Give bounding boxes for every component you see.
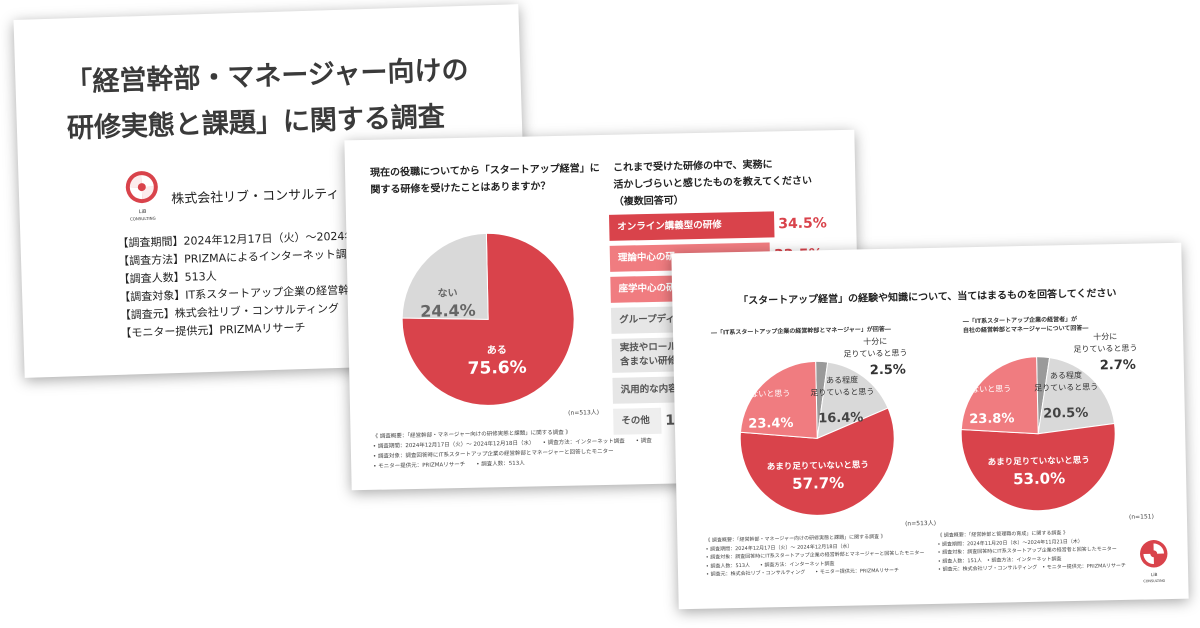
pie-pct-not-much: 57.7% bbox=[792, 474, 844, 493]
bar-label: 理論中心の研 bbox=[617, 251, 676, 264]
question-ineffective-training: これまで受けた研修の中で、実務に 活かしづらいと感じたものを教えてください （複… bbox=[613, 155, 854, 211]
manager-self-assessment-pie-chart: あまり足りていないと思う 57.7% 23.4% 16.4% bbox=[739, 360, 895, 516]
training-experience-slide: 現在の役職についてから「スタートアップ経営」に 関する研修を受けたことはあります… bbox=[344, 129, 862, 491]
right-respondent-note: ―「IT系スタートアップ企業の経営者」が 自社の経営幹部とマネージャーについて回… bbox=[963, 315, 1089, 336]
company-name: 株式会社リブ・コンサルティ bbox=[170, 186, 340, 208]
right-sample-size: (n=151) bbox=[1128, 513, 1154, 521]
pie-slice-yes bbox=[401, 232, 575, 406]
pie-pct-some: 16.4% bbox=[818, 410, 863, 426]
label-line-2: 足りていないと思う bbox=[718, 388, 791, 400]
company-logo-icon: LiB CONSULTING bbox=[1140, 540, 1168, 583]
left-survey-notes: 《 調査概要：「経営幹部・マネージャー向けの研修実態と課題」に関する調査 》 •… bbox=[705, 532, 925, 579]
pie-pct-yes: 75.6% bbox=[468, 358, 527, 379]
pie-label-yes: ある bbox=[487, 343, 507, 356]
right-survey-notes: 《 調査概要：「経営幹部と管理職の育成」に関する調査 》 • 調査期間：2024… bbox=[937, 528, 1126, 574]
ceo-assessment-pie-chart: あまり足りていないと思う 53.0% 23.8% 20.5% bbox=[960, 356, 1116, 512]
bar-label-line-2: 含まない研修 bbox=[619, 355, 678, 368]
question-right-line-3: （複数回答可） bbox=[613, 195, 684, 208]
label-line-2: 足りていると思う bbox=[810, 387, 875, 398]
label-line-2: 足りていると思う bbox=[843, 348, 908, 359]
label-line-2: 足りていると思う bbox=[1034, 382, 1099, 393]
logo-text-consulting: CONSULTING bbox=[1143, 579, 1165, 583]
pie-slice-some bbox=[1037, 357, 1116, 435]
bar-label: 実技やロール 含まない研修 bbox=[620, 340, 678, 369]
startup-knowledge-slide: 「スタートアップ経営」の経験や知識について、当てはまるものを回答してください ―… bbox=[671, 242, 1189, 610]
label-line-2: 足りていると思う bbox=[1073, 343, 1138, 354]
company-logo-icon: LiB CONSULTING bbox=[125, 171, 158, 222]
pie-pct-not-much: 53.0% bbox=[1013, 469, 1065, 488]
pie-label-none: 全く 足りていないと思う bbox=[718, 376, 790, 402]
survey-notes: 《 調査概要：「経営幹部・マネージャー向けの研修実態と課題」に関する調査 》 •… bbox=[373, 426, 653, 472]
right-respondent-line-2: 自社の経営幹部とマネージャーについて回答― bbox=[962, 324, 1089, 335]
bar-label: 座学中心の研 bbox=[618, 282, 676, 295]
pie-slice-not-much bbox=[739, 407, 895, 516]
pie-label-sufficient: 十分に 足りていると思う bbox=[1073, 331, 1137, 356]
sample-size: (n=513人) bbox=[568, 409, 600, 417]
pie-slice-no bbox=[401, 232, 489, 320]
pie-pct-no: 24.4% bbox=[420, 301, 476, 321]
bar-label: 汎用的な内容 bbox=[620, 383, 678, 396]
label-line-2: 足りていないと思う bbox=[939, 384, 1012, 395]
survey-title: 「経営幹部・マネージャー向けの 研修実態と課題」に関する調査 bbox=[65, 47, 508, 153]
logo-text-consulting: CONSULTING bbox=[130, 216, 156, 222]
bar-value: 34.5% bbox=[778, 215, 827, 233]
pie-label-some: ある程度 足りていると思う bbox=[1034, 369, 1098, 394]
pie-label-not-much: あまり足りていないと思う bbox=[988, 456, 1090, 468]
logo-text-lib: LiB bbox=[139, 209, 147, 215]
bar-label: オンライン講義型の研修 bbox=[617, 219, 722, 233]
bar-label-line-1: 実技やロール bbox=[619, 341, 677, 354]
pie-label-not-much: あまり足りていないと思う bbox=[767, 460, 869, 472]
bar-row: オンライン講義型の研修 34.5% bbox=[609, 209, 862, 241]
pie-label-none: 全く 足りていないと思う bbox=[939, 371, 1011, 397]
pie-pct-none: 23.4% bbox=[748, 416, 793, 432]
survey-info-list: 【調査期間】2024年12月17日（火）～2024年 【調査方法】PRIZMAに… bbox=[117, 227, 358, 342]
pie-slice-some bbox=[816, 361, 889, 440]
pie-pct-sufficient: 2.7% bbox=[1099, 357, 1136, 374]
pie-pct-some: 20.5% bbox=[1043, 406, 1088, 422]
pie-pct-none: 23.8% bbox=[969, 411, 1014, 427]
pie-slice-none bbox=[960, 356, 1039, 435]
pie-pct-sufficient: 2.5% bbox=[869, 362, 907, 379]
left-sample-size: (n=513人) bbox=[904, 519, 937, 528]
question-training-experience: 現在の役職についてから「スタートアップ経営」に 関する研修を受けたことはあります… bbox=[370, 160, 621, 199]
pie-label-some: ある程度 足りていると思う bbox=[810, 374, 874, 399]
slide-title: 「スタートアップ経営」の経験や知識について、当てはまるものを回答してください bbox=[738, 288, 1117, 307]
pie-slice-not-much bbox=[960, 422, 1116, 512]
pie-label-no: ない bbox=[437, 287, 457, 299]
logo-text-lib: LiB bbox=[1151, 572, 1158, 578]
title-slide: 「経営幹部・マネージャー向けの 研修実態と課題」に関する調査 LiB CONSU… bbox=[13, 4, 530, 378]
training-experience-pie-chart: ある 75.6% ない 24.4% bbox=[401, 232, 575, 406]
bar-label: グループディ bbox=[619, 313, 676, 326]
pie-label-sufficient: 十分に 足りていると思う bbox=[843, 335, 907, 360]
pie-slice-none bbox=[739, 360, 818, 439]
